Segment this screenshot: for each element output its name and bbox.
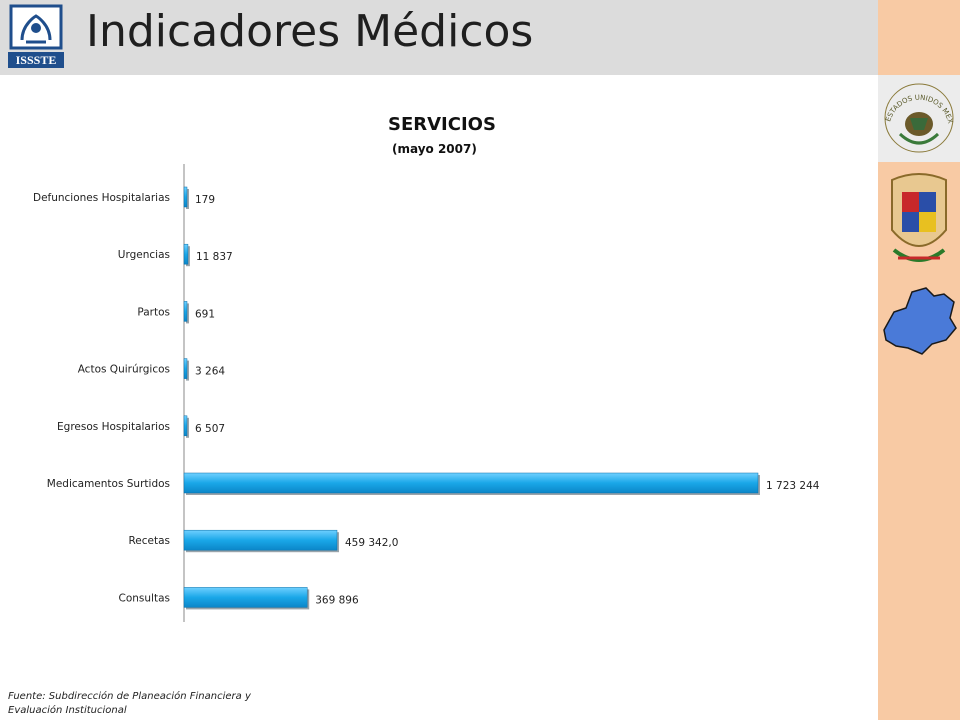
bar bbox=[183, 415, 188, 437]
bar bbox=[183, 243, 189, 265]
category-label: Consultas bbox=[119, 592, 170, 604]
bar bbox=[183, 358, 188, 379]
category-label: Defunciones Hospitalarias bbox=[33, 192, 170, 204]
bar bbox=[183, 186, 188, 208]
data-label: 3 264 bbox=[195, 366, 225, 378]
page-title: Indicadores Médicos bbox=[86, 6, 534, 57]
bar-shadow bbox=[186, 189, 189, 209]
category-label: Medicamentos Surtidos bbox=[47, 478, 170, 490]
mexico-coat-of-arms-icon: ESTADOS UNIDOS MEXICANOS bbox=[880, 78, 954, 153]
chart-subtitle: (mayo 2007) bbox=[392, 142, 477, 156]
category-label: Recetas bbox=[128, 535, 170, 547]
header-bar: ISSSTE Indicadores Médicos bbox=[0, 0, 878, 75]
data-label: 179 bbox=[195, 194, 215, 206]
data-label: 369 896 bbox=[315, 594, 359, 606]
bar bbox=[183, 472, 759, 494]
data-label: 11 837 bbox=[196, 251, 233, 263]
svg-text:ISSSTE: ISSSTE bbox=[16, 53, 57, 67]
source-note: Fuente: Subdirección de Planeación Finan… bbox=[8, 691, 251, 716]
services-bar-chart: Defunciones Hospitalarias 179 Urgencias 11 … bbox=[33, 164, 820, 622]
state-coat-of-arms-icon bbox=[891, 173, 947, 262]
data-label: 459 342,0 bbox=[345, 537, 398, 549]
bar bbox=[183, 587, 308, 608]
bar-shadow bbox=[186, 360, 189, 381]
category-label: Egresos Hospitalarios bbox=[57, 421, 170, 433]
issste-logo: ISSSTE bbox=[8, 4, 64, 68]
data-label: 1 723 244 bbox=[766, 480, 820, 492]
bar-shadow bbox=[186, 417, 189, 438]
category-label: Urgencias bbox=[118, 249, 170, 261]
category-label: Partos bbox=[137, 306, 170, 318]
bar-shadow bbox=[186, 303, 189, 324]
state-map-icon bbox=[883, 287, 957, 355]
data-label: 691 bbox=[195, 308, 215, 320]
bar bbox=[183, 301, 188, 322]
chart-title: SERVICIOS bbox=[388, 114, 496, 135]
data-label: 6 507 bbox=[195, 423, 225, 435]
category-label: Actos Quirúrgicos bbox=[78, 364, 170, 376]
bar bbox=[183, 529, 338, 551]
